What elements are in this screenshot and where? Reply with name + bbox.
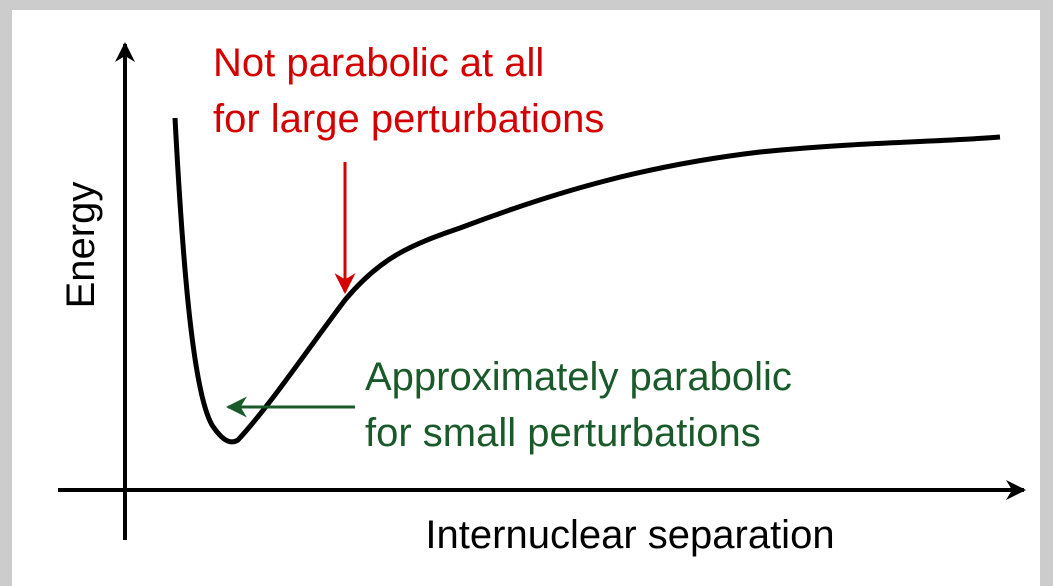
annotation-line: Not parabolic at all [213,41,544,85]
annotation-line: Approximately parabolic [365,355,792,399]
potential-curve [172,117,1001,445]
x-axis-label: Internuclear separation [425,513,834,557]
annotation-line: for large perturbations [213,97,604,141]
annotation-line: for small perturbations [365,411,761,455]
y-axis-label: Energy [59,182,103,309]
